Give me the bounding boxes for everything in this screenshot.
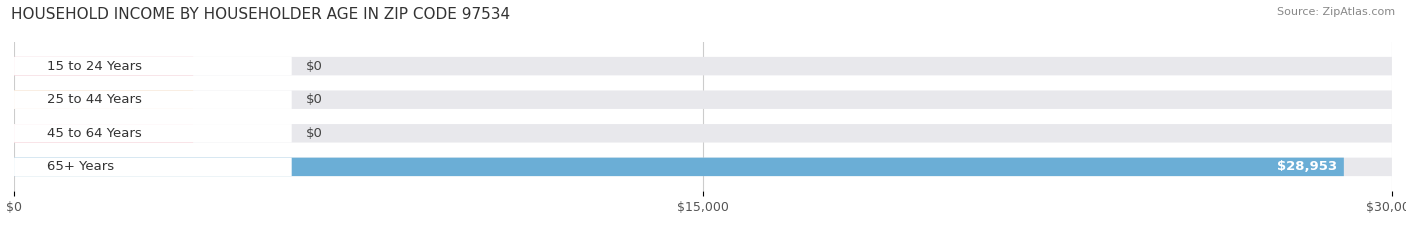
FancyBboxPatch shape [14,90,1392,109]
FancyBboxPatch shape [14,90,193,109]
Text: 15 to 24 Years: 15 to 24 Years [48,60,142,73]
Text: 25 to 44 Years: 25 to 44 Years [48,93,142,106]
Text: 65+ Years: 65+ Years [48,160,114,173]
Text: Source: ZipAtlas.com: Source: ZipAtlas.com [1277,7,1395,17]
FancyBboxPatch shape [14,57,291,75]
Text: HOUSEHOLD INCOME BY HOUSEHOLDER AGE IN ZIP CODE 97534: HOUSEHOLD INCOME BY HOUSEHOLDER AGE IN Z… [11,7,510,22]
FancyBboxPatch shape [14,124,1392,143]
Text: $0: $0 [305,93,322,106]
FancyBboxPatch shape [14,124,291,143]
Text: 45 to 64 Years: 45 to 64 Years [48,127,142,140]
FancyBboxPatch shape [14,158,1344,176]
FancyBboxPatch shape [14,158,291,176]
Text: $0: $0 [305,127,322,140]
FancyBboxPatch shape [14,57,1392,75]
FancyBboxPatch shape [14,57,193,75]
FancyBboxPatch shape [14,90,291,109]
Text: $0: $0 [305,60,322,73]
FancyBboxPatch shape [14,124,193,143]
FancyBboxPatch shape [14,158,1392,176]
Text: $28,953: $28,953 [1277,160,1337,173]
